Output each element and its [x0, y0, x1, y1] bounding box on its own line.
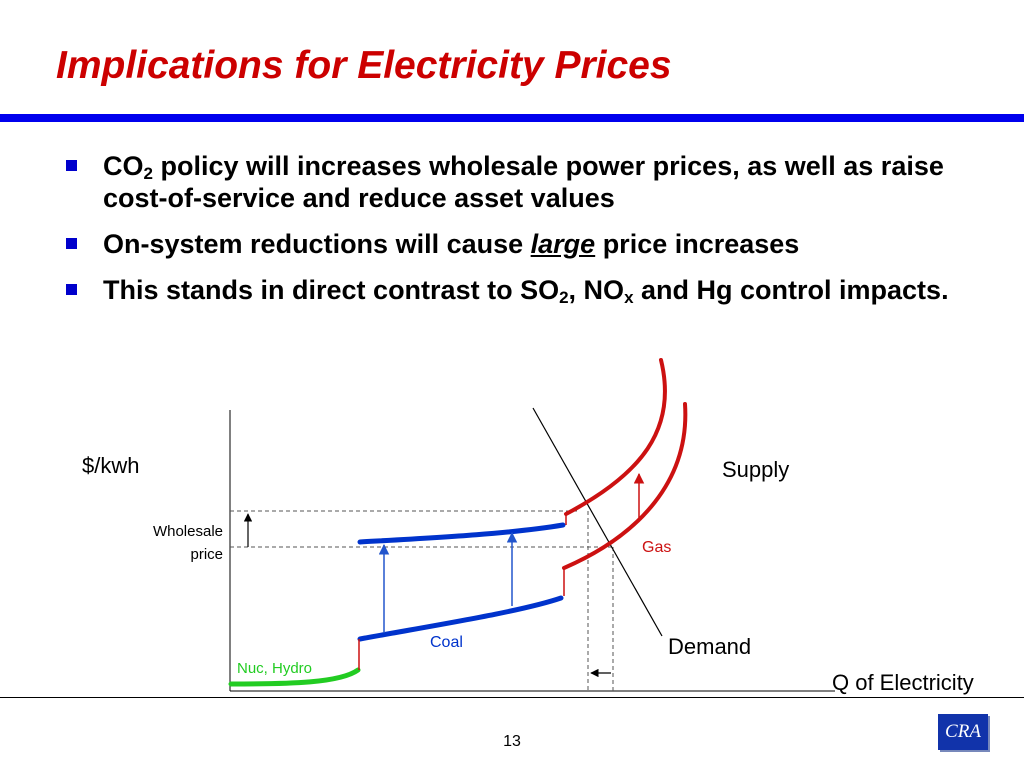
subscript: x — [624, 288, 634, 307]
gas-segment-original — [562, 402, 688, 570]
wholesale-price-label-line2: price — [190, 546, 223, 563]
subscript: 2 — [559, 288, 569, 307]
coal-label: Coal — [430, 634, 463, 651]
bullet-item: On-system reductions will cause large pr… — [66, 228, 1006, 260]
bullet-square-icon — [66, 160, 77, 171]
gas-label: Gas — [642, 539, 671, 556]
gas-segment-shifted — [564, 358, 667, 516]
subscript: 2 — [143, 164, 153, 183]
bullet-square-icon — [66, 238, 77, 249]
bullet-text: On-system reductions will cause — [103, 229, 531, 259]
bullet-item: CO2 policy will increases wholesale powe… — [66, 150, 1006, 214]
bullet-text: price increases — [595, 229, 800, 259]
demand-curve — [532, 407, 663, 637]
nuc-hydro-segment — [228, 667, 361, 687]
bullet-text: CO — [103, 151, 144, 181]
bullet-item: This stands in direct contrast to SO2, N… — [66, 274, 1006, 306]
y-axis-label: $/kwh — [82, 453, 139, 478]
demand-label: Demand — [668, 634, 751, 659]
logo-text: CRA — [945, 721, 981, 742]
page-number: 13 — [503, 733, 521, 750]
bullet-list: CO2 policy will increases wholesale powe… — [66, 150, 1006, 320]
coal-segment-original — [357, 595, 564, 642]
wholesale-price-label-line1: Wholesale — [153, 523, 223, 540]
bullet-text: and Hg control impacts. — [633, 275, 949, 305]
nuc-hydro-label: Nuc, Hydro — [237, 660, 312, 677]
coal-segment-shifted — [357, 522, 566, 545]
footer-divider — [0, 697, 1024, 698]
bullet-text: , NO — [568, 275, 625, 305]
supply-label: Supply — [722, 457, 789, 482]
emphasis-text: large — [530, 229, 596, 259]
x-axis-label: Q of Electricity — [832, 670, 974, 695]
title-divider — [0, 114, 1024, 122]
cra-logo: CRA — [938, 714, 988, 750]
slide-title: Implications for Electricity Prices — [56, 44, 672, 87]
bullet-text: policy will increases wholesale power pr… — [103, 151, 944, 213]
bullet-text: This stands in direct contrast to SO — [103, 275, 560, 305]
bullet-square-icon — [66, 284, 77, 295]
